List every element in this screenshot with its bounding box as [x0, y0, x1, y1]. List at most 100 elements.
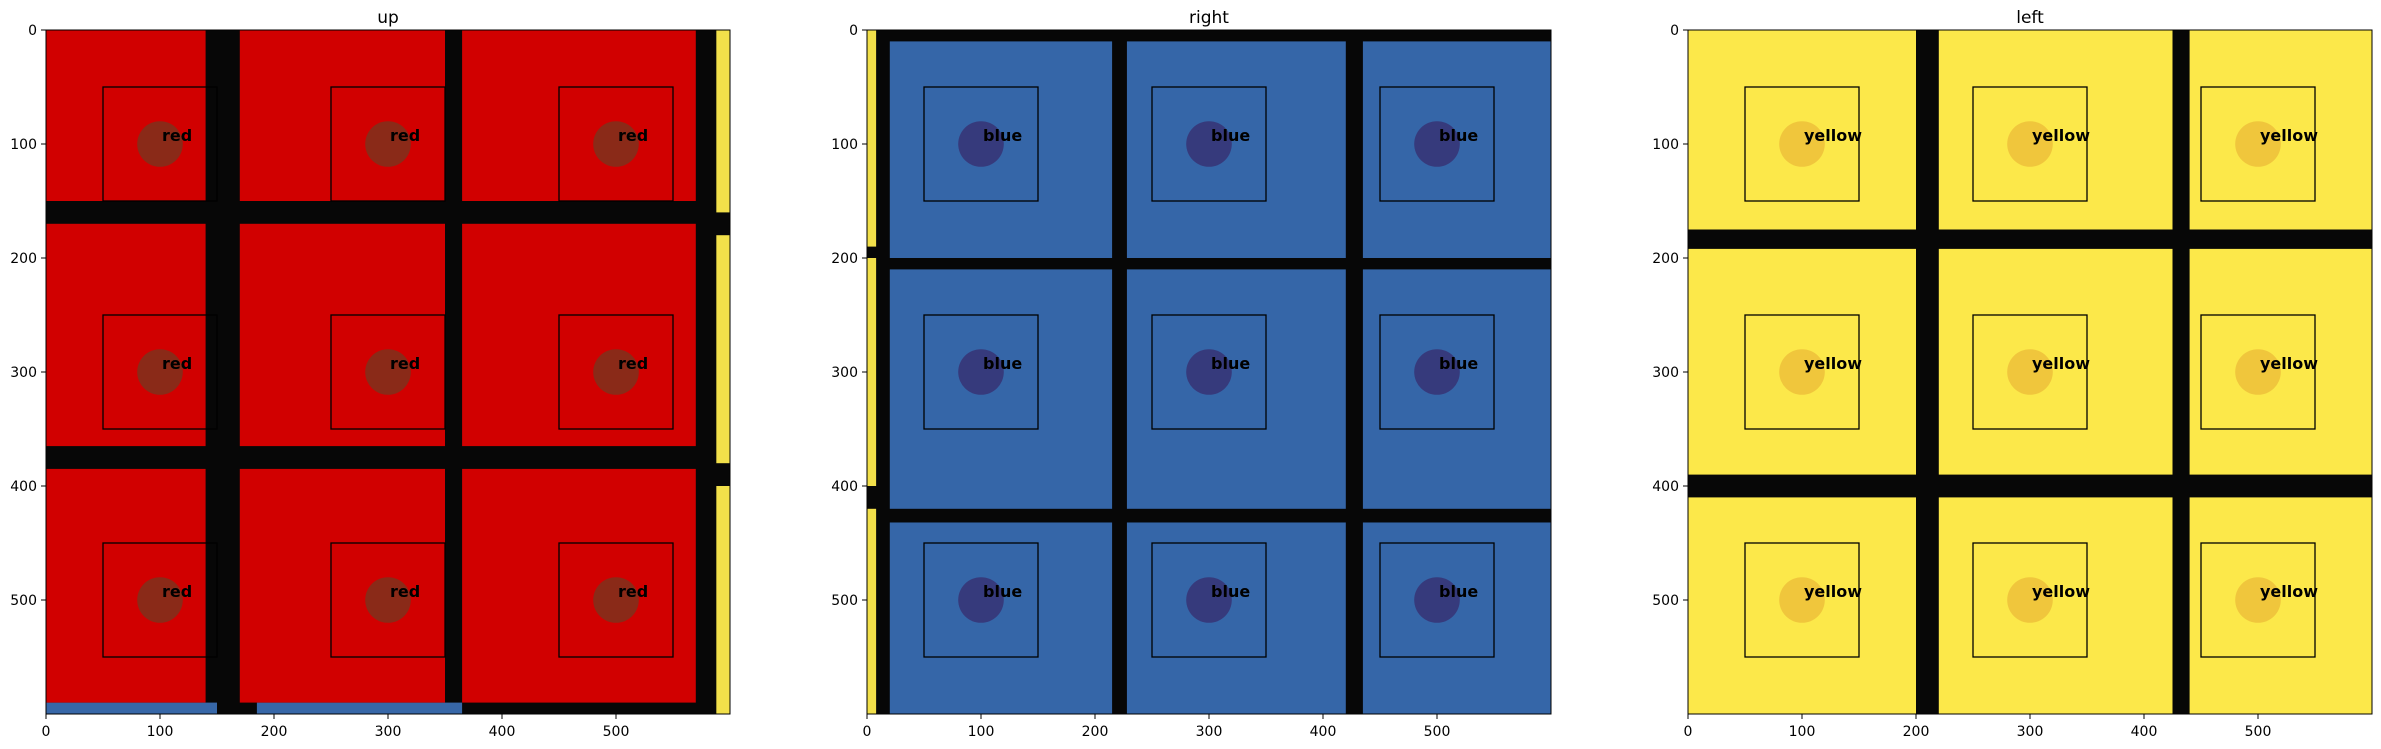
cell-circle: [137, 121, 183, 167]
panel-up: red red red red red red red red red up 0 100 200 300 4…: [10, 8, 731, 740]
cell-label: red: [390, 354, 420, 373]
cell-label: red: [390, 582, 420, 601]
image-area: blue blue blue blue blue blue blue blue blue: [867, 30, 1551, 714]
tile-0-1: [1126, 41, 1346, 259]
cell-box: [558, 314, 674, 430]
cell-label: yellow: [2032, 126, 2090, 145]
cell-label: blue: [1439, 582, 1478, 601]
cell-label: yellow: [1804, 126, 1862, 145]
y-tick-label: 100: [10, 137, 37, 153]
tile-0-1: [239, 30, 445, 201]
cell-label: blue: [983, 582, 1022, 601]
tile-2-0: [889, 522, 1113, 714]
cell-circle: [1414, 121, 1460, 167]
x-tick-label: 400: [489, 724, 516, 740]
y-tick-label: 0: [1670, 23, 1679, 39]
y-tick-label: 300: [10, 365, 37, 381]
y-tick-label: 400: [831, 479, 858, 495]
y-tick-label: 200: [1652, 251, 1679, 267]
y-tick-label: 200: [831, 251, 858, 267]
cell-circle: [958, 577, 1004, 623]
cell-label: blue: [1211, 126, 1250, 145]
x-tick-label: 300: [1196, 724, 1223, 740]
cell-box: [923, 86, 1039, 202]
cell-label: red: [162, 582, 192, 601]
x-tick-label: 0: [863, 724, 872, 740]
cell-circle: [2007, 121, 2053, 167]
cell-label: yellow: [2032, 582, 2090, 601]
x-tick-label: 200: [1082, 724, 1109, 740]
y-tick-label: 300: [1652, 365, 1679, 381]
panel-left: yellow yellow yellow yellow yellow yellow yell…: [1652, 8, 2373, 740]
cell-circle: [1186, 577, 1232, 623]
cell-box: [330, 86, 446, 202]
cell-label: yellow: [2032, 354, 2090, 373]
cell-circle: [1779, 577, 1825, 623]
x-tick-label: 0: [42, 724, 51, 740]
cell-box: [1151, 314, 1267, 430]
tile-2-2: [462, 468, 696, 703]
cell-circle: [593, 121, 639, 167]
cell-label: blue: [1211, 354, 1250, 373]
cell-box: [1379, 314, 1495, 430]
y-tick-label: 300: [831, 365, 858, 381]
y-tick-label: 0: [849, 23, 858, 39]
tile-0-2: [2189, 30, 2372, 230]
edge-strip: [46, 702, 217, 714]
cell-circle: [1186, 121, 1232, 167]
cell-box: [558, 86, 674, 202]
tile-2-2: [1362, 522, 1551, 714]
edge-strip: [716, 486, 730, 714]
cell-label: yellow: [2260, 582, 2318, 601]
cell-circle: [2235, 577, 2281, 623]
cell-box: [1744, 86, 1860, 202]
cell-label: yellow: [2260, 126, 2318, 145]
cell-box: [1379, 86, 1495, 202]
tile-2-1: [1938, 497, 2173, 714]
cell-box: [330, 314, 446, 430]
x-tick-label: 100: [968, 724, 995, 740]
edge-strip: [867, 30, 877, 247]
cell-label: red: [618, 582, 648, 601]
x-tick-label: 300: [2017, 724, 2044, 740]
x-tick-label: 500: [1424, 724, 1451, 740]
cell-label: red: [618, 126, 648, 145]
chart-title: left: [2016, 8, 2044, 28]
edge-strip: [867, 258, 877, 486]
cell-label: red: [390, 126, 420, 145]
tile-1-1: [239, 223, 445, 447]
tile-2-1: [1126, 522, 1346, 714]
edge-strip: [716, 235, 730, 464]
edge-strip: [716, 30, 730, 213]
cell-box: [558, 542, 674, 658]
y-tick-label: 400: [1652, 479, 1679, 495]
tile-1-0: [46, 223, 206, 447]
cell-circle: [365, 577, 411, 623]
cell-box: [2200, 314, 2316, 430]
cell-circle: [365, 121, 411, 167]
cell-circle: [2007, 577, 2053, 623]
tile-0-1: [1938, 30, 2173, 230]
y-tick-label: 400: [10, 479, 37, 495]
edge-strip: [867, 508, 877, 714]
cell-circle: [1779, 349, 1825, 395]
tile-2-1: [239, 468, 445, 703]
cell-label: yellow: [1804, 582, 1862, 601]
y-tick-label: 500: [10, 593, 37, 609]
x-tick-label: 200: [1903, 724, 1930, 740]
cell-box: [1972, 86, 2088, 202]
cell-box: [1972, 314, 2088, 430]
tile-1-1: [1126, 269, 1346, 509]
chart-title: right: [1189, 8, 1229, 28]
cell-box: [2200, 86, 2316, 202]
panel-right: blue blue blue blue blue blue blue blue blue righ…: [831, 8, 1552, 740]
cell-circle: [2007, 349, 2053, 395]
x-tick-label: 0: [1684, 724, 1693, 740]
cell-box: [330, 542, 446, 658]
cell-box: [1972, 542, 2088, 658]
x-tick-label: 500: [603, 724, 630, 740]
cell-box: [1379, 542, 1495, 658]
tile-2-2: [2189, 497, 2372, 714]
cell-box: [1151, 86, 1267, 202]
